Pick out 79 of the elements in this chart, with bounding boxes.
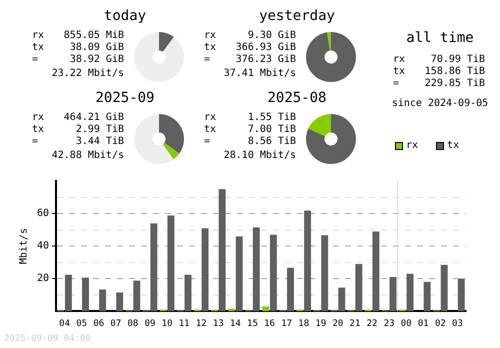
bar [338, 288, 346, 312]
text: = 376.23 GiB [204, 54, 296, 65]
x-tick-label: 14 [230, 318, 241, 329]
bar [236, 236, 243, 312]
y-tick-label: 40 [36, 240, 50, 252]
text: tx 366.93 GiB [204, 42, 296, 53]
x-tick-label: 17 [281, 318, 292, 329]
legend-label: rx [405, 140, 418, 151]
bar [82, 278, 89, 312]
text: = 229.85 TiB [393, 78, 485, 89]
bar [321, 235, 328, 312]
x-tick-label: 05 [76, 318, 88, 329]
x-tick-label: 11 [178, 318, 190, 329]
bar [440, 264, 448, 312]
bar [99, 290, 106, 312]
x-tick-label: 22 [366, 318, 378, 329]
bar [218, 189, 226, 312]
text: rx 855.05 MiB [32, 30, 124, 41]
text: tx 38.09 GiB [32, 42, 124, 53]
bar [355, 264, 362, 312]
x-tick-label: 19 [315, 318, 326, 329]
text: since 2024-09-05 [390, 98, 490, 109]
x-tick-label: 08 [127, 318, 138, 329]
bar [458, 278, 465, 312]
x-tick-label: 20 [332, 318, 344, 329]
text: 28.10 Mbit/s [224, 149, 296, 162]
chart-title: 2025-08 [266, 90, 328, 106]
bar [133, 280, 140, 312]
x-tick-label: 23 [384, 318, 395, 329]
bar [424, 282, 431, 312]
x-tick-label: 09 [144, 318, 156, 329]
chart-title: 2025-09 [94, 90, 156, 106]
bar [64, 274, 72, 312]
legend-label: tx [446, 140, 460, 151]
bar [252, 227, 260, 312]
y-tick-label: 60 [36, 208, 50, 220]
bar [167, 216, 174, 312]
x-tick-label: 18 [298, 318, 310, 329]
text: 23.22 Mbit/s [52, 67, 124, 80]
text: rx 70.99 TiB [393, 54, 485, 65]
text: rx 9.30 GiB [204, 30, 296, 41]
bar [270, 234, 277, 312]
text: all time [405, 30, 475, 46]
x-tick-label: 15 [247, 318, 258, 329]
x-tick-label: 00 [400, 318, 412, 329]
text: = 8.56 TiB [204, 136, 296, 147]
x-tick-label: 01 [418, 318, 429, 329]
text: rx 1.55 TiB [204, 112, 296, 123]
x-tick-label: 02 [434, 318, 446, 329]
y-axis-title: Mbit/s [18, 228, 30, 264]
bar [150, 223, 158, 312]
text: tx 158.86 TiB [393, 66, 485, 77]
bar [116, 292, 124, 312]
x-tick-label: 21 [350, 318, 360, 329]
text: tx 2.99 TiB [32, 124, 124, 135]
bar [202, 228, 209, 312]
y-tick-label: 20 [36, 273, 50, 284]
x-tick-label: 13 [212, 318, 224, 329]
chart-title: yesterday [258, 8, 336, 24]
chart-title: today [102, 8, 148, 24]
bar [184, 274, 192, 312]
bar [287, 268, 294, 312]
x-tick-label: 03 [452, 318, 463, 329]
x-tick-label: 16 [264, 318, 275, 329]
x-tick-label: 12 [196, 318, 207, 329]
bar [372, 231, 380, 312]
x-tick-label: 07 [110, 318, 122, 329]
text: 42.88 Mbit/s [52, 149, 124, 162]
x-tick-label: 10 [162, 318, 172, 329]
text: 37.41 Mbit/s [224, 67, 296, 80]
bar [390, 277, 396, 312]
bar [304, 210, 312, 312]
text: rx 464.21 GiB [32, 112, 124, 123]
text: tx 7.00 TiB [204, 124, 296, 135]
text: = 3.44 TiB [32, 136, 124, 147]
bar [406, 274, 414, 312]
text: = 38.92 GiB [32, 54, 124, 65]
x-tick-label: 04 [59, 318, 70, 329]
x-tick-label: 06 [93, 318, 104, 329]
